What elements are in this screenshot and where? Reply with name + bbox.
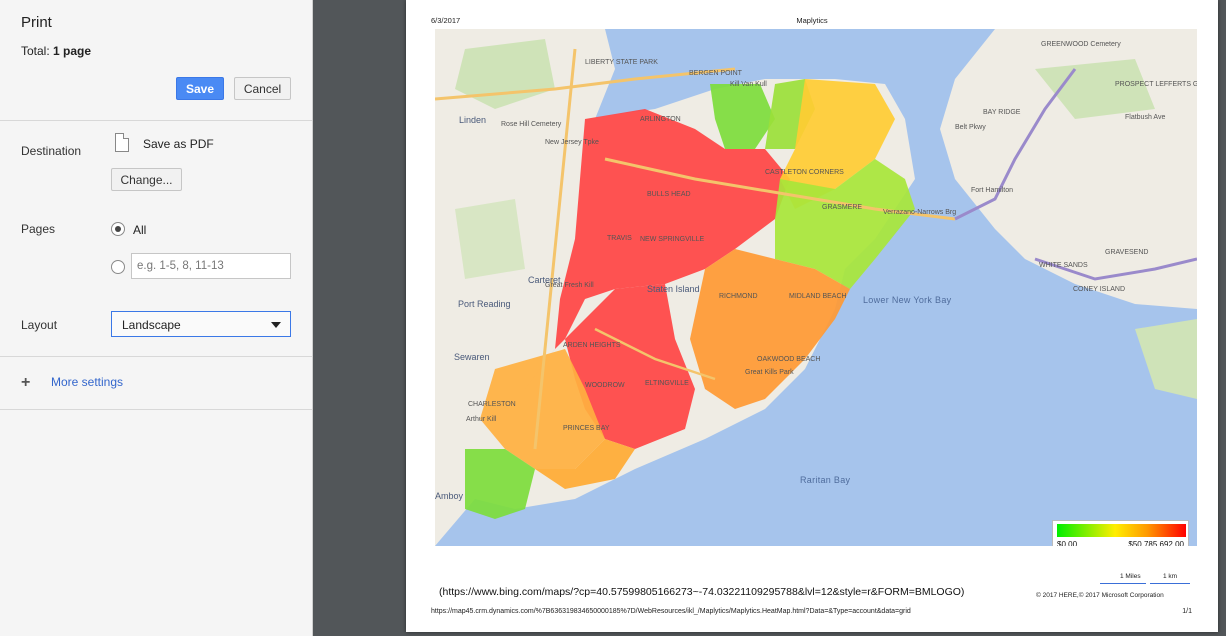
page-footer-url: https://map45.crm.dynamics.com/%7B636319…	[431, 608, 911, 615]
pages-all-label: All	[133, 223, 147, 237]
map-label-fort-hamilton: Fort Hamilton	[971, 187, 1014, 194]
map-label-greenwood-cemetery: GREENWOOD Cemetery	[1041, 41, 1121, 48]
map-label-rose-hill-cemetery: Rose Hill Cemetery	[501, 121, 562, 128]
map-label-kill-van-kull: Kill Van Kull	[730, 81, 767, 88]
heat-map[interactable]: Lower New York Bay Raritan Bay Staten Is…	[435, 29, 1197, 546]
map-label-arden-heights: ARDEN HEIGHTS	[563, 342, 621, 349]
map-canvas	[435, 29, 1197, 546]
heat-legend-gradient	[1057, 524, 1186, 537]
pages-range-input[interactable]	[131, 253, 291, 279]
map-label-amboy: Amboy	[435, 491, 464, 501]
map-label-midland-beach: MIDLAND BEACH	[789, 293, 847, 300]
map-label-coney-island: CONEY ISLAND	[1073, 286, 1125, 293]
page-count: Total: 1 page	[21, 44, 91, 58]
map-label-port-reading: Port Reading	[458, 299, 511, 309]
layout-label: Layout	[21, 318, 58, 332]
pages-label: Pages	[21, 222, 56, 236]
scale-km: 1 km	[1163, 573, 1178, 580]
map-label-raritan-bay: Raritan Bay	[800, 475, 851, 485]
page-footer-number: 1/1	[1182, 608, 1192, 615]
change-destination-button[interactable]: Change...	[111, 168, 182, 191]
map-label-belt-pkwy: Belt Pkwy	[955, 124, 986, 131]
map-label-white-sands: WHITE SANDS	[1039, 262, 1088, 269]
pdf-file-icon	[115, 133, 129, 152]
map-label-bergen-point: BERGEN POINT	[689, 70, 742, 77]
map-label-princes-bay: PRINCES BAY	[563, 425, 610, 432]
page-count-prefix: Total:	[21, 44, 54, 58]
layout-selected-value: Landscape	[122, 318, 181, 332]
map-label-grasmere: GRASMERE	[822, 204, 863, 211]
map-url: (https://www.bing.com/maps/?cp=40.575998…	[439, 586, 965, 598]
map-label-linden: Linden	[459, 115, 487, 125]
heat-legend-min: $0.00	[1057, 540, 1078, 546]
scale-bar-km	[1150, 583, 1190, 584]
map-label-woodrow: WOODROW	[585, 382, 625, 389]
map-label-verrazano: Verrazano-Narrows Brg	[883, 209, 957, 216]
map-label-new-springville: NEW SPRINGVILLE	[640, 236, 705, 243]
map-label-staten-island: Staten Island	[647, 284, 700, 294]
destination-name: Save as PDF	[143, 137, 214, 151]
map-label-richmond: RICHMOND	[719, 293, 758, 300]
map-label-sewaren: Sewaren	[454, 352, 490, 362]
heat-legend-max: $50,785,692.00	[1128, 540, 1184, 546]
print-header: Print Total: 1 page Save Cancel	[0, 0, 312, 121]
divider	[0, 409, 312, 410]
scale-miles: 1 Miles	[1120, 573, 1141, 580]
map-label-gravesend: GRAVESEND	[1105, 249, 1149, 256]
page-header-title: Maplytics	[796, 16, 828, 25]
map-label-oakwood-beach: OAKWOOD BEACH	[757, 356, 821, 363]
divider	[0, 356, 312, 357]
map-label-lower-ny-bay: Lower New York Bay	[863, 295, 952, 305]
map-label-carteret: Carteret	[528, 275, 561, 285]
chevron-down-icon	[271, 322, 281, 328]
preview-page: 6/3/2017 Maplytics	[406, 0, 1218, 632]
map-label-bay-ridge: BAY RIDGE	[983, 109, 1021, 116]
pages-all-radio[interactable]	[111, 222, 125, 236]
map-label-charleston: CHARLESTON	[468, 401, 516, 408]
layout-select[interactable]: Landscape	[111, 311, 291, 337]
more-settings-link[interactable]: More settings	[51, 375, 124, 389]
map-label-eltingville: ELTINGVILLE	[645, 380, 689, 387]
map-label-liberty-state-park: LIBERTY STATE PARK	[585, 59, 658, 66]
map-label-prospect-lefferts: PROSPECT LEFFERTS GARDENS	[1115, 81, 1197, 88]
map-label-arthur-kill: Arthur Kill	[466, 416, 497, 423]
map-copyright: © 2017 HERE,© 2017 Microsoft Corporation	[1036, 592, 1164, 599]
map-label-castleton-corners: CASTLETON CORNERS	[765, 169, 844, 176]
page-count-value: 1 page	[53, 44, 92, 58]
save-button[interactable]: Save	[176, 77, 224, 100]
scale-bar-miles	[1100, 583, 1146, 584]
pages-custom-radio[interactable]	[111, 260, 125, 274]
map-label-great-fresh-kill: Great Fresh Kill	[545, 282, 594, 289]
map-label-nj-turnpike: New Jersey Tpke	[545, 139, 599, 146]
map-label-arlington: ARLINGTON	[640, 116, 681, 123]
map-label-flatbush-ave: Flatbush Ave	[1125, 114, 1166, 121]
map-label-great-kills-park: Great Kills Park	[745, 369, 794, 376]
cancel-button[interactable]: Cancel	[234, 77, 291, 100]
page-header-date: 6/3/2017	[431, 16, 461, 25]
plus-icon[interactable]: +	[21, 374, 31, 391]
map-label-bulls-head: BULLS HEAD	[647, 191, 691, 198]
dialog-title: Print	[21, 14, 52, 31]
print-settings-panel: Print Total: 1 page Save Cancel Destinat…	[0, 0, 313, 636]
map-label-travis: TRAVIS	[607, 235, 632, 242]
destination-label: Destination	[21, 144, 82, 158]
heat-legend: $0.00 $50,785,692.00	[1052, 520, 1189, 546]
